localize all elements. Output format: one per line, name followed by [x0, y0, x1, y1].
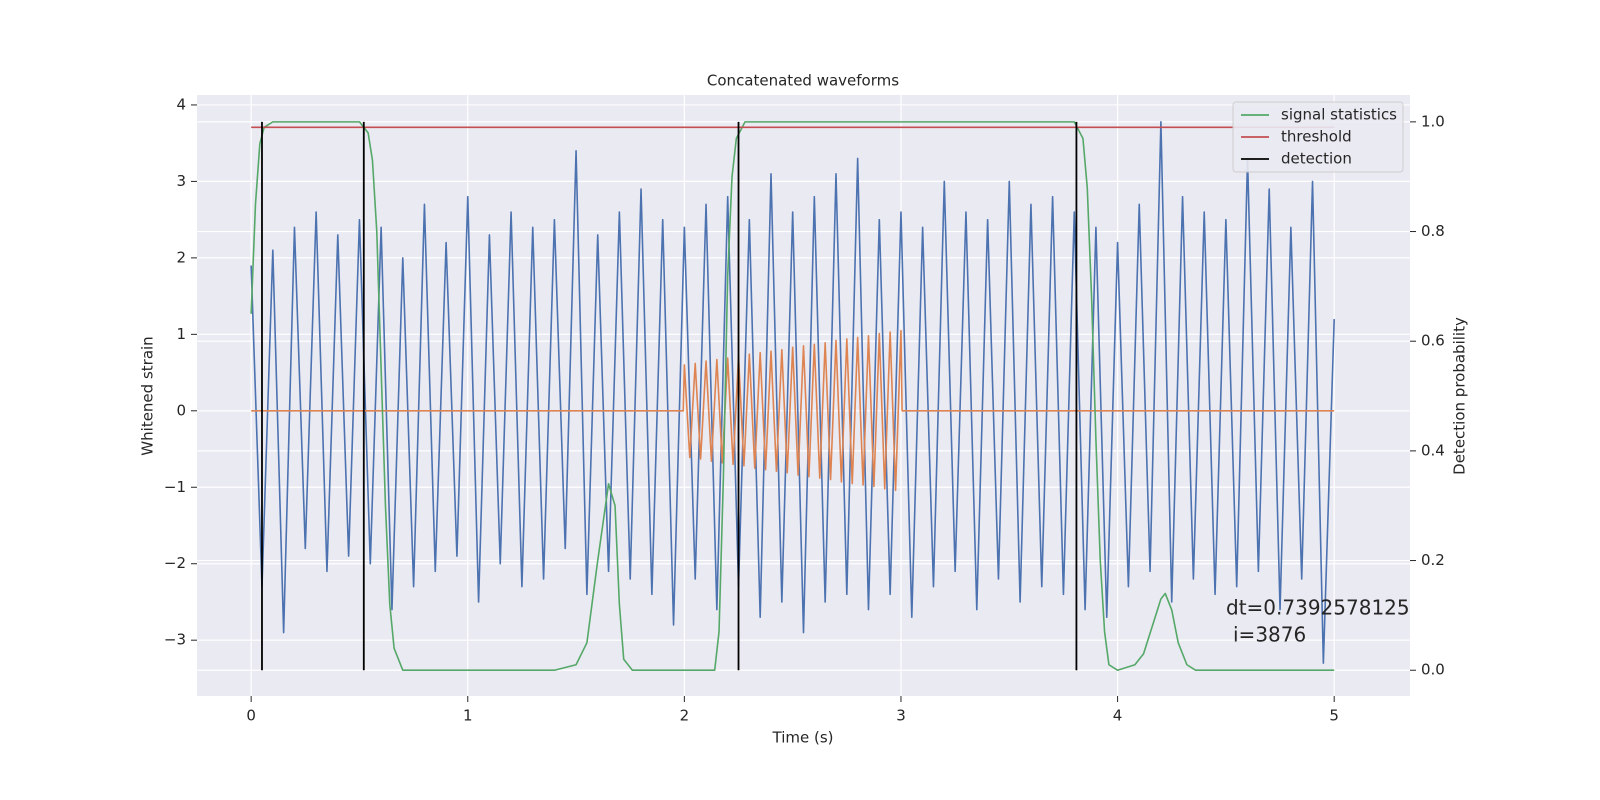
annotation: i=3876 — [1233, 623, 1306, 647]
y2-tick-label: 0.2 — [1421, 551, 1445, 569]
y-tick-label: 1 — [176, 325, 186, 343]
series-line — [251, 329, 1335, 492]
x-tick-label: 3 — [896, 707, 906, 725]
y-axis-label: Whitened strain — [139, 336, 157, 455]
x-tick-label: 1 — [463, 707, 473, 725]
y-tick-label: 0 — [176, 401, 186, 419]
legend-box — [1232, 101, 1404, 173]
y2-tick-label: 1.0 — [1421, 112, 1445, 130]
y-tick-label: 2 — [176, 248, 186, 266]
series-line — [250, 121, 1335, 672]
legend: signal statistics threshold detection — [1232, 101, 1404, 173]
legend-label: threshold — [1281, 128, 1352, 146]
x-tick-label: 0 — [246, 707, 256, 725]
y2-tick-label: 0.4 — [1421, 441, 1445, 459]
legend-label: signal statistics — [1281, 106, 1397, 124]
y2-axis-label: Detection probability — [1451, 317, 1469, 475]
y2-tick-label: 0.8 — [1421, 222, 1445, 240]
y-tick-label: −1 — [164, 478, 186, 496]
plot — [250, 120, 1335, 672]
x-tick-label: 5 — [1329, 707, 1339, 725]
x-tick-label: 4 — [1113, 707, 1123, 725]
x-axis-label: Time (s) — [772, 729, 834, 747]
annotation: dt=0.7392578125 — [1226, 596, 1410, 620]
y-tick-label: 4 — [176, 95, 186, 113]
axes: 0 1 2 3 4 5 −3 −2 −1 0 1 2 3 4 0.0 0.2 0.4 0.6 0.8 1.0 — [164, 95, 1445, 724]
y-tick-label: −3 — [164, 631, 186, 649]
x-tick-label: 2 — [680, 707, 690, 725]
legend-label: detection — [1281, 150, 1352, 168]
y-tick-label: 3 — [176, 172, 186, 190]
series-line — [250, 120, 1335, 664]
y2-tick-label: 0.0 — [1421, 661, 1445, 679]
y2-tick-label: 0.6 — [1421, 332, 1445, 350]
y-tick-label: −2 — [164, 554, 186, 572]
chart-title: Concatenated waveforms — [707, 72, 899, 90]
